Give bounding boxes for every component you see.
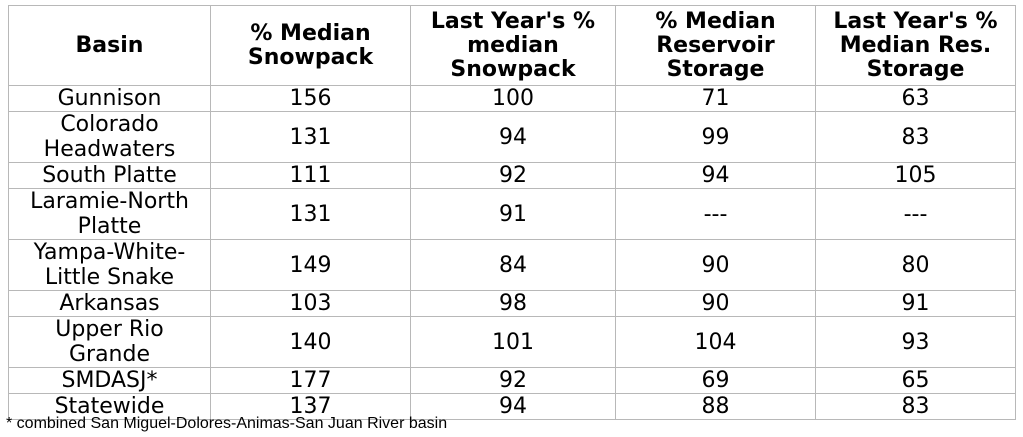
value-cell: 105 xyxy=(815,162,1016,189)
value-cell: --- xyxy=(815,188,1016,240)
basin-cell: Yampa-White-Little Snake xyxy=(8,239,211,291)
value-cell: 92 xyxy=(410,367,616,394)
table-row: Colorado Headwaters 131 94 99 83 xyxy=(8,111,1016,163)
header-cell: Last Year's % Median Res. Storage xyxy=(815,5,1016,86)
value-cell: 99 xyxy=(615,111,816,163)
value-cell: 101 xyxy=(410,316,616,368)
header-cell: % Median Reservoir Storage xyxy=(615,5,816,86)
value-cell: 91 xyxy=(410,188,616,240)
table-row: Statewide 137 94 88 83 xyxy=(8,393,1016,420)
footnote: * combined San Miguel-Dolores-Animas-San… xyxy=(6,415,448,432)
table-row: Upper Rio Grande 140 101 104 93 xyxy=(8,316,1016,368)
basin-cell: Gunnison xyxy=(8,85,211,112)
value-cell: --- xyxy=(615,188,816,240)
basin-cell: Laramie-North Platte xyxy=(8,188,211,240)
value-cell: 90 xyxy=(615,239,816,291)
value-cell: 88 xyxy=(615,393,816,420)
header-row: Basin% Median Snowpack Last Year's % medi… xyxy=(8,5,1016,86)
value-cell: 80 xyxy=(815,239,1016,291)
value-cell: 94 xyxy=(410,393,616,420)
basin-cell: South Platte xyxy=(8,162,211,189)
value-cell: 69 xyxy=(615,367,816,394)
value-cell: 156 xyxy=(210,85,411,112)
table-row: South Platte 111 92 94 105 xyxy=(8,162,1016,189)
value-cell: 92 xyxy=(410,162,616,189)
value-cell: 90 xyxy=(615,290,816,317)
basin-cell: Colorado Headwaters xyxy=(8,111,211,163)
basin-cell: Arkansas xyxy=(8,290,211,317)
value-cell: 137 xyxy=(210,393,411,420)
value-cell: 111 xyxy=(210,162,411,189)
table-row: Yampa-White-Little Snake 149 84 90 80 xyxy=(8,239,1016,291)
value-cell: 98 xyxy=(410,290,616,317)
snowpack-table: Basin% Median Snowpack Last Year's % medi… xyxy=(8,5,1016,420)
value-cell: 91 xyxy=(815,290,1016,317)
value-cell: 83 xyxy=(815,111,1016,163)
value-cell: 63 xyxy=(815,85,1016,112)
value-cell: 140 xyxy=(210,316,411,368)
value-cell: 94 xyxy=(410,111,616,163)
value-cell: 131 xyxy=(210,188,411,240)
basin-cell: Statewide xyxy=(8,393,211,420)
table-row: SMDASJ* 177 92 69 65 xyxy=(8,367,1016,394)
value-cell: 94 xyxy=(615,162,816,189)
header-cell: Basin xyxy=(8,5,211,86)
header-cell: Last Year's % median Snowpack xyxy=(410,5,616,86)
table-row: Laramie-North Platte 131 91 --- --- xyxy=(8,188,1016,240)
value-cell: 100 xyxy=(410,85,616,112)
value-cell: 103 xyxy=(210,290,411,317)
value-cell: 83 xyxy=(815,393,1016,420)
basin-cell: SMDASJ* xyxy=(8,367,211,394)
basin-cell: Upper Rio Grande xyxy=(8,316,211,368)
value-cell: 104 xyxy=(615,316,816,368)
value-cell: 65 xyxy=(815,367,1016,394)
value-cell: 149 xyxy=(210,239,411,291)
value-cell: 93 xyxy=(815,316,1016,368)
value-cell: 177 xyxy=(210,367,411,394)
value-cell: 84 xyxy=(410,239,616,291)
value-cell: 131 xyxy=(210,111,411,163)
table-row: Arkansas 103 98 90 91 xyxy=(8,290,1016,317)
table-row: Gunnison 156 100 71 63 xyxy=(8,85,1016,112)
value-cell: 71 xyxy=(615,85,816,112)
header-cell: % Median Snowpack xyxy=(210,5,411,86)
